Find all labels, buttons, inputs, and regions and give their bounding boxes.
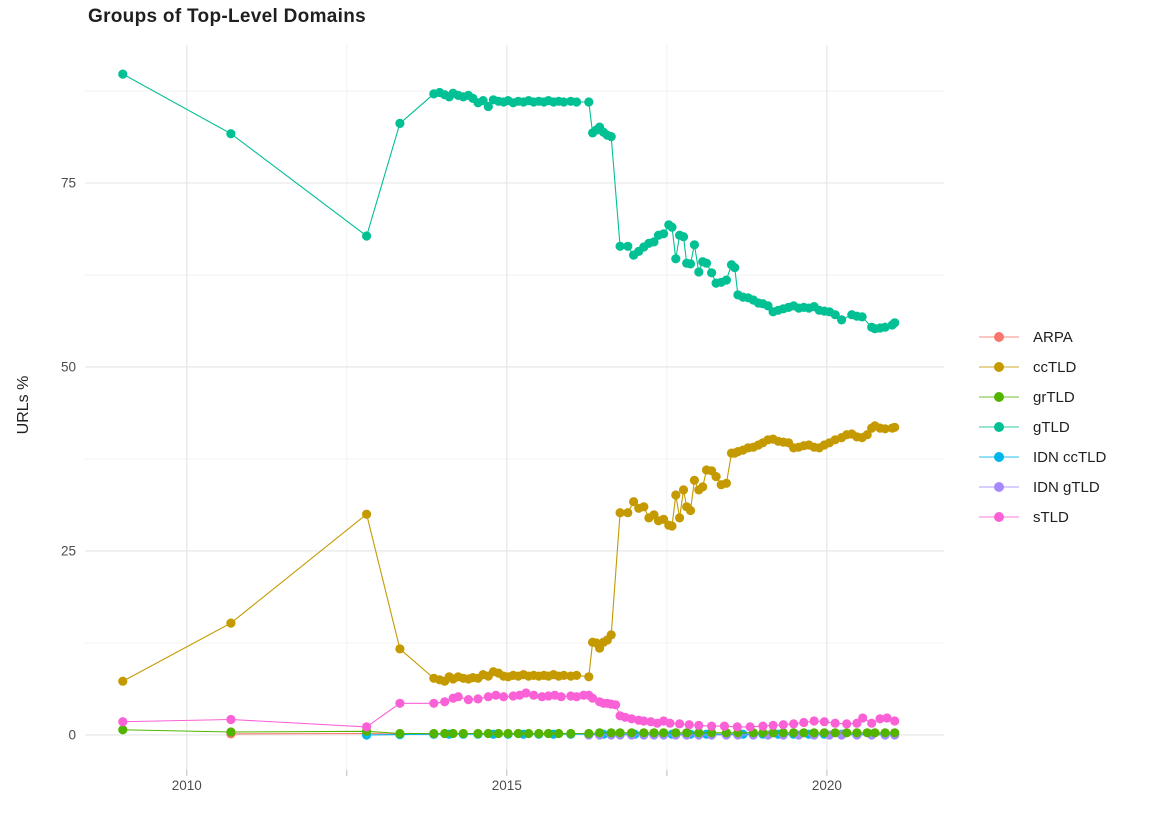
legend-item-idn-gtld: IDN gTLD	[977, 472, 1106, 502]
legend-item-arpa: ARPA	[977, 322, 1106, 352]
legend-key-stld-icon	[979, 512, 1019, 522]
legend-key-idn-gtld-icon	[979, 482, 1019, 492]
legend-label-idn-gtld: IDN gTLD	[1033, 478, 1100, 496]
y-tick-label-25: 25	[60, 543, 76, 559]
legend-key-cctld-icon	[979, 362, 1019, 372]
x-tick-label-2015: 2015	[491, 778, 522, 793]
legend-label-arpa: ARPA	[1033, 328, 1073, 346]
legend-item-gtld: gTLD	[977, 412, 1106, 442]
chart-title: Groups of Top-Level Domains	[88, 6, 366, 27]
y-tick-label-50: 50	[60, 359, 76, 375]
legend-label-cctld: ccTLD	[1033, 358, 1077, 376]
legend-item-cctld: ccTLD	[977, 352, 1106, 382]
y-tick-label-75: 75	[60, 175, 76, 191]
legend-key-grtld-icon	[979, 392, 1019, 402]
legend-key-idn-cctld-icon	[979, 452, 1019, 462]
legend-item-idn-cctld: IDN ccTLD	[977, 442, 1106, 472]
y-tick-label-0: 0	[68, 727, 76, 743]
x-tick-label-2010: 2010	[171, 778, 202, 793]
legend-item-grtld: grTLD	[977, 382, 1106, 412]
legend-item-stld: sTLD	[977, 502, 1106, 532]
legend-label-stld: sTLD	[1033, 508, 1069, 526]
legend-key-gtld-icon	[979, 422, 1019, 432]
legend-label-grtld: grTLD	[1033, 388, 1075, 406]
legend: ARPA ccTLD grTLD gTLD IDN ccTLD IDN gTLD…	[977, 322, 1106, 532]
x-tick-label-2020: 2020	[811, 778, 842, 793]
legend-label-gtld: gTLD	[1033, 418, 1070, 436]
legend-key-arpa-icon	[979, 332, 1019, 342]
legend-label-idn-cctld: IDN ccTLD	[1033, 448, 1107, 466]
